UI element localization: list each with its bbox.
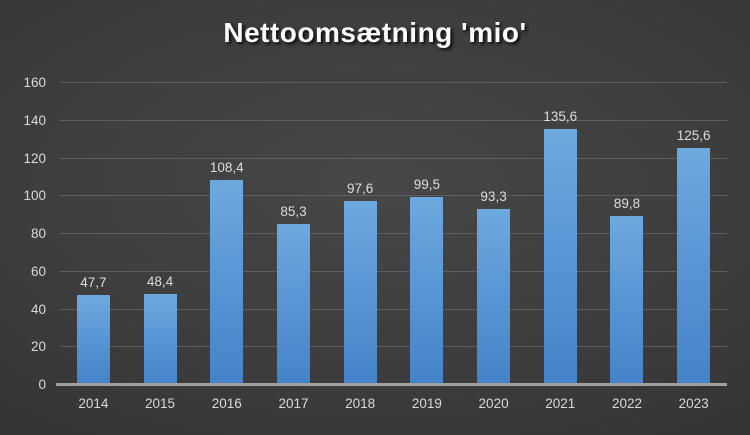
bar <box>210 180 244 385</box>
bar-category-cell: 47,7 <box>60 83 127 385</box>
y-axis-labels: 0 20 40 60 80 100 120 140 160 <box>0 75 46 392</box>
bar-category-cell: 125,6 <box>660 83 727 385</box>
gridline <box>60 233 727 234</box>
gridline <box>60 346 727 348</box>
data-label: 85,3 <box>280 204 307 219</box>
bar <box>477 208 511 385</box>
bar-category-cell: 85,3 <box>260 83 327 385</box>
plot-area: 47,7 48,4 108,4 85,3 97,6 99,5 93,3 135,6 89,8 12… <box>56 82 727 386</box>
x-axis-tick-label: 2021 <box>545 396 576 411</box>
bar <box>410 197 444 385</box>
y-axis-tick-label: 20 <box>30 339 46 355</box>
bar-category-cell: 135,6 <box>527 83 594 385</box>
x-axis-tick-label: 2016 <box>211 396 242 411</box>
x-axis-tick-label: 2019 <box>411 396 442 411</box>
bar <box>76 294 110 385</box>
data-label: 135,6 <box>543 109 578 125</box>
bar <box>343 200 377 385</box>
bar <box>276 224 310 385</box>
bar-category-cell: 93,3 <box>460 83 527 385</box>
gridline <box>60 195 727 197</box>
data-label: 47,7 <box>80 274 107 290</box>
x-axis-labels: 2014 2015 2016 2017 2018 2019 2020 2021 2022 2023 <box>60 396 727 411</box>
data-label: 99,5 <box>413 177 440 193</box>
x-axis-tick-label: 2017 <box>278 396 309 411</box>
data-label: 93,3 <box>480 188 507 204</box>
y-axis-tick-label: 100 <box>23 188 46 204</box>
chart-title: Nettoomsætning 'mio' <box>223 17 527 48</box>
gridline <box>60 82 727 83</box>
y-axis-tick-label: 120 <box>23 150 46 166</box>
gridline <box>60 270 727 272</box>
bar <box>610 215 644 385</box>
x-axis-tick-label: 2020 <box>478 396 509 411</box>
data-label: 97,6 <box>347 180 374 196</box>
x-axis-line <box>56 383 727 386</box>
gridline <box>60 157 727 159</box>
bar <box>143 293 177 385</box>
data-label: 89,8 <box>613 195 641 211</box>
data-label: 125,6 <box>676 127 711 143</box>
bar-category-cell: 97,6 <box>327 83 394 385</box>
y-axis-tick-label: 40 <box>30 301 46 317</box>
x-axis-tick-label: 2015 <box>145 396 176 411</box>
bar-category-cell: 48,4 <box>127 83 194 385</box>
bar <box>677 147 711 385</box>
x-axis-tick-label: 2022 <box>611 396 642 411</box>
bar-category-cell: 99,5 <box>394 83 461 385</box>
x-axis-tick-label: 2023 <box>678 396 709 411</box>
y-axis-tick-label: 140 <box>23 112 46 128</box>
y-axis-tick-label: 0 <box>38 377 46 392</box>
y-axis-tick-label: 80 <box>30 226 46 241</box>
data-label: 48,4 <box>146 273 174 289</box>
bars: 47,7 48,4 108,4 85,3 97,6 99,5 93,3 135,6 89,8 12… <box>60 83 727 385</box>
gridline <box>60 308 727 310</box>
bar <box>543 129 577 385</box>
bar-category-cell: 89,8 <box>594 83 661 385</box>
x-axis-tick-label: 2018 <box>345 396 376 411</box>
gridline <box>60 119 727 121</box>
y-axis-tick-label: 60 <box>30 263 46 279</box>
x-axis-tick-label: 2014 <box>78 396 109 411</box>
bar-category-cell: 108,4 <box>193 83 260 385</box>
data-label: 108,4 <box>209 160 244 176</box>
y-axis-tick-label: 160 <box>23 75 46 90</box>
